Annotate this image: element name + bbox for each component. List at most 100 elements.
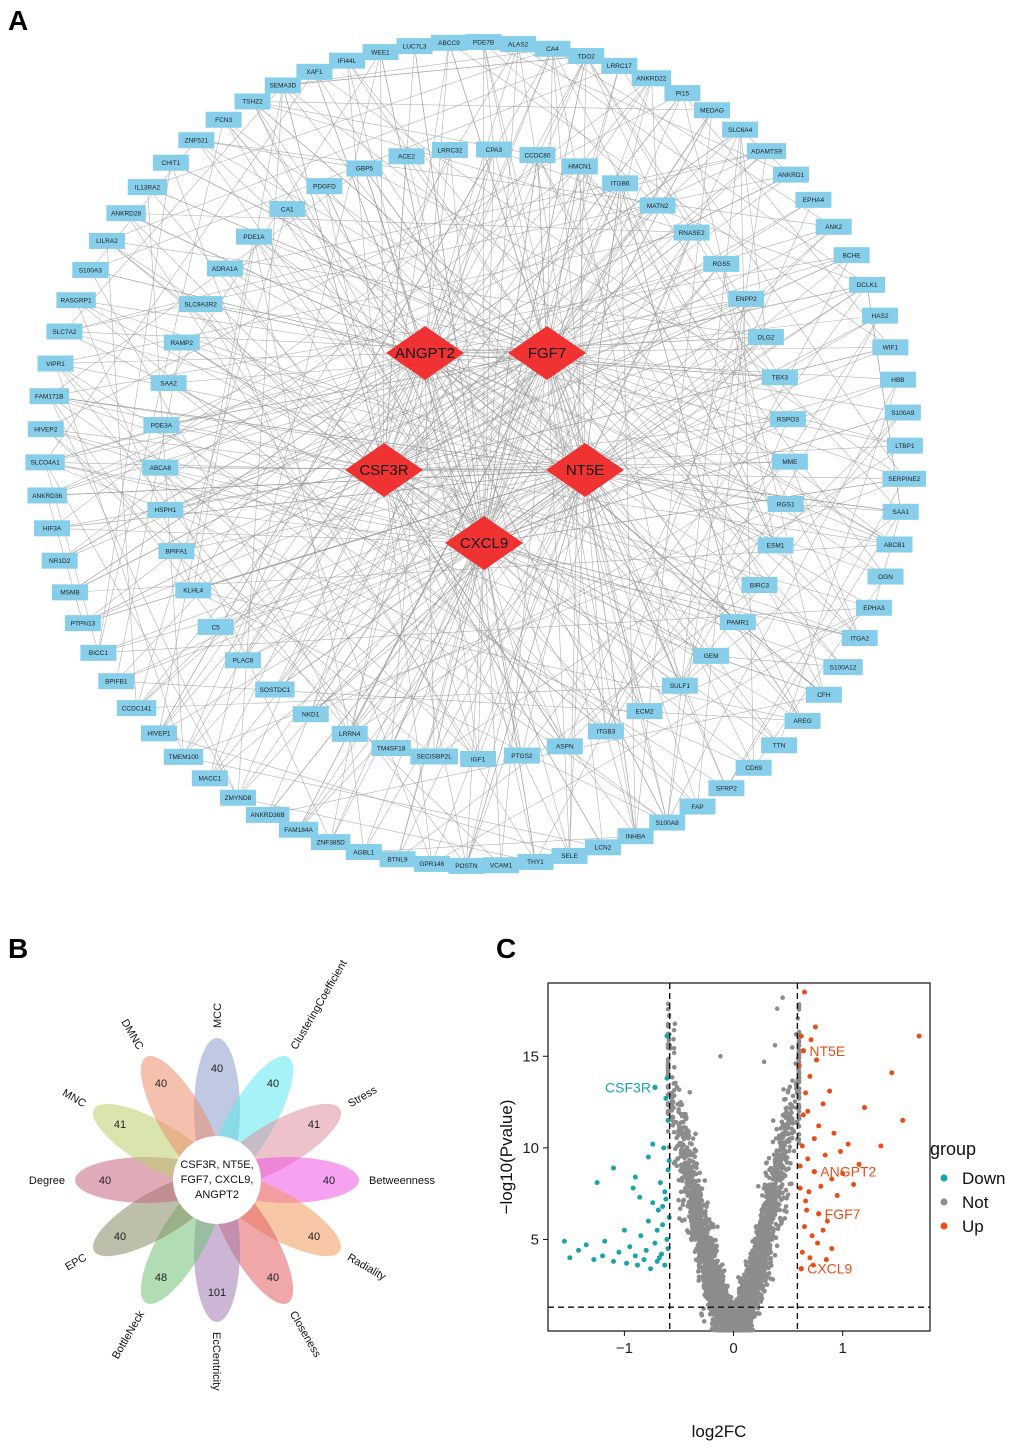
point-not bbox=[782, 1132, 788, 1137]
y-tick-label: 5 bbox=[531, 1231, 539, 1248]
network-edge bbox=[483, 42, 548, 354]
node-label: LCN2 bbox=[595, 845, 612, 852]
network-edge bbox=[224, 268, 586, 471]
network-edge bbox=[651, 78, 658, 206]
node-label: ABCB1 bbox=[884, 542, 906, 549]
network-edge bbox=[424, 352, 479, 760]
point-down bbox=[630, 1185, 636, 1191]
network-edge bbox=[59, 166, 581, 561]
node-label: SLCO4A1 bbox=[30, 460, 60, 467]
network-edge bbox=[282, 55, 587, 86]
node-label: RSPO3 bbox=[777, 416, 799, 423]
petal-label: DMNC bbox=[118, 1017, 145, 1052]
node-label: WIF1 bbox=[883, 345, 899, 352]
network-edge bbox=[223, 119, 426, 354]
point-up bbox=[808, 1037, 814, 1043]
node-label: DLG2 bbox=[757, 334, 774, 341]
legend-key bbox=[940, 1198, 948, 1206]
point-not bbox=[676, 1177, 682, 1183]
point-not bbox=[743, 1259, 749, 1264]
point-not bbox=[749, 1252, 755, 1258]
node-label: BIRC3 bbox=[750, 582, 770, 589]
point-up bbox=[810, 1262, 816, 1268]
point-not bbox=[688, 1191, 694, 1197]
network-edge bbox=[546, 150, 767, 354]
point-not bbox=[717, 1292, 723, 1298]
node-label: HAS2 bbox=[872, 313, 889, 320]
node-box bbox=[503, 747, 540, 764]
point-not bbox=[765, 1252, 771, 1257]
network-edge bbox=[176, 469, 586, 552]
point-not bbox=[756, 1183, 761, 1189]
node-label: RNASE2 bbox=[679, 230, 705, 237]
point-not bbox=[755, 1245, 761, 1250]
point-down bbox=[567, 1255, 573, 1261]
point-not bbox=[669, 1090, 675, 1096]
point-not bbox=[763, 1194, 769, 1200]
petal-count: 40 bbox=[114, 1231, 126, 1243]
network-node: CHIT1 bbox=[152, 154, 189, 171]
node-box bbox=[626, 703, 663, 720]
node-box bbox=[602, 175, 639, 192]
point-not bbox=[708, 1251, 714, 1256]
point-up bbox=[856, 1161, 862, 1167]
network-edge bbox=[75, 299, 586, 471]
point-not bbox=[704, 1248, 710, 1254]
point-not bbox=[669, 1102, 675, 1108]
network-node: ANKRD36 bbox=[27, 487, 67, 504]
hub-diamond bbox=[345, 443, 423, 497]
network-edge bbox=[483, 412, 903, 544]
point-up bbox=[824, 1218, 830, 1224]
point-not bbox=[713, 1237, 718, 1243]
point-not bbox=[762, 1288, 767, 1294]
point-down bbox=[583, 1242, 589, 1248]
network-edge bbox=[170, 162, 548, 354]
network-edge bbox=[158, 733, 570, 857]
network-node: PDE3A bbox=[143, 417, 180, 434]
node-box bbox=[410, 748, 459, 765]
network-edge bbox=[682, 92, 891, 348]
point-not bbox=[783, 1157, 788, 1163]
node-label: NR1D2 bbox=[49, 558, 71, 565]
point-not bbox=[671, 1045, 677, 1051]
network-edge bbox=[324, 185, 586, 471]
core-text-line-2: FGF7, CXCL9, bbox=[181, 1174, 254, 1186]
network-edge bbox=[537, 154, 825, 695]
node-box bbox=[269, 201, 306, 218]
hub-diamond bbox=[386, 326, 464, 380]
node-box bbox=[431, 141, 468, 158]
network-edge bbox=[253, 236, 485, 544]
network-edge bbox=[55, 232, 692, 364]
network-edge bbox=[106, 240, 137, 709]
network-edge bbox=[546, 352, 636, 837]
network-edge bbox=[298, 469, 586, 830]
point-not bbox=[778, 1218, 784, 1224]
point-up bbox=[851, 1181, 857, 1187]
network-edge bbox=[546, 352, 607, 732]
network-node: PI15 bbox=[664, 85, 701, 102]
node-label: LRRN4 bbox=[339, 731, 361, 738]
point-not bbox=[783, 1187, 789, 1193]
point-not bbox=[693, 1191, 698, 1196]
point-not bbox=[780, 1190, 785, 1196]
point-down bbox=[637, 1194, 643, 1200]
node-label: INHBA bbox=[626, 833, 647, 840]
network-node: AGBL1 bbox=[345, 843, 382, 860]
network-node: CA1 bbox=[269, 201, 306, 218]
network-node: LILRA2 bbox=[88, 232, 125, 249]
network-edge bbox=[106, 240, 766, 338]
network-node: CPA3 bbox=[475, 141, 512, 158]
point-not bbox=[671, 1050, 677, 1056]
node-box bbox=[127, 179, 168, 196]
point-not bbox=[720, 1322, 726, 1327]
network-node: KLHL4 bbox=[175, 582, 212, 599]
petal-label: Radiality bbox=[345, 1252, 388, 1284]
point-not bbox=[696, 1224, 702, 1230]
network-edge bbox=[619, 183, 636, 837]
network-edge bbox=[619, 183, 739, 623]
core-text-line-1: CSF3R, NT5E, bbox=[180, 1159, 253, 1171]
node-label: ALAS2 bbox=[508, 41, 529, 48]
point-not bbox=[665, 1068, 671, 1074]
node-box bbox=[879, 371, 916, 388]
